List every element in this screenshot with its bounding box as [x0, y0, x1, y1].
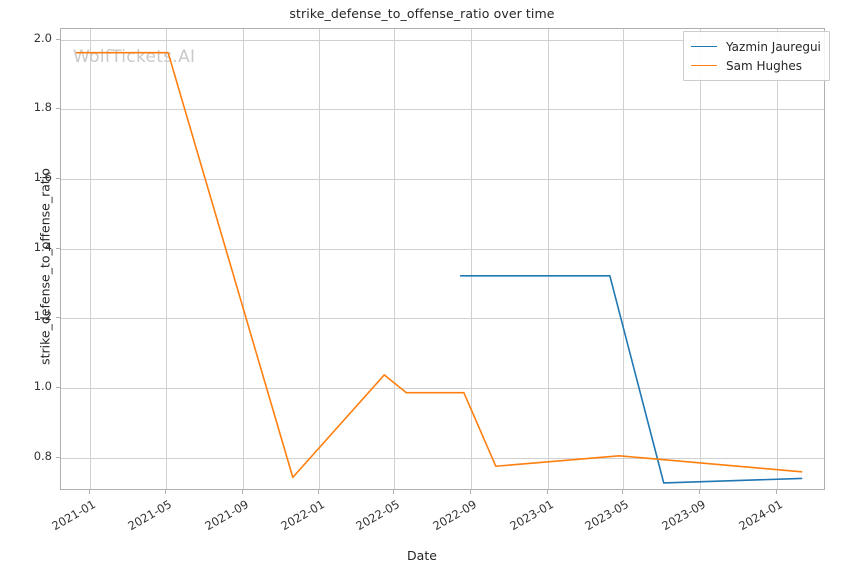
- gridline-horizontal: [61, 457, 824, 459]
- gridline-vertical: [547, 29, 549, 489]
- y-tick-mark: [56, 108, 60, 110]
- x-tick-mark: [89, 490, 91, 494]
- x-tick-mark: [699, 490, 701, 494]
- gridline-vertical: [90, 29, 92, 489]
- gridline-vertical: [623, 29, 624, 489]
- gridline-horizontal: [61, 388, 824, 390]
- x-tick-mark: [470, 490, 472, 494]
- gridline-vertical: [776, 29, 778, 489]
- x-axis-label: Date: [407, 548, 437, 563]
- series-lines: [75, 51, 803, 484]
- x-tick-label: 2022-09: [430, 497, 480, 534]
- y-tick-label: 1.4: [33, 239, 52, 254]
- plot-area: WolfTickets.AI: [60, 28, 825, 490]
- x-tick-mark: [318, 490, 320, 494]
- y-tick-mark: [56, 456, 60, 458]
- x-tick-mark: [546, 490, 548, 494]
- gridline-horizontal: [61, 39, 824, 41]
- legend-color-swatch: [691, 46, 717, 47]
- legend-label: Yazmin Jauregui: [726, 39, 821, 54]
- legend-label: Sam Hughes: [726, 58, 802, 73]
- x-tick-label: 2021-01: [49, 497, 99, 534]
- y-tick-mark: [56, 387, 60, 389]
- y-tick-label: 2.0: [33, 30, 52, 45]
- gridline-vertical: [700, 29, 702, 489]
- y-tick-label: 0.8: [33, 448, 52, 463]
- gridline-vertical: [165, 29, 167, 489]
- x-tick-mark: [622, 490, 623, 494]
- y-tick-mark: [56, 247, 60, 249]
- x-tick-mark: [393, 490, 395, 494]
- x-tick-mark: [164, 490, 166, 494]
- gridline-horizontal: [61, 109, 824, 111]
- gridline-vertical: [471, 29, 473, 489]
- y-tick-label: 1.0: [33, 379, 52, 394]
- x-tick-mark: [241, 490, 243, 494]
- y-tick-label: 1.8: [33, 100, 52, 115]
- chart-title: strike_defense_to_offense_ratio over tim…: [289, 6, 555, 21]
- gridline-horizontal: [61, 248, 824, 250]
- gridline-vertical: [242, 29, 244, 489]
- x-tick-label: 2023-09: [659, 497, 709, 534]
- y-tick-mark: [56, 38, 60, 40]
- legend-color-swatch: [691, 65, 717, 66]
- x-tick-label: 2021-09: [202, 497, 251, 534]
- x-tick-label: 2021-05: [124, 497, 174, 534]
- x-tick-label: 2022-01: [278, 497, 328, 534]
- x-tick-label: 2023-01: [507, 497, 556, 534]
- legend-item[interactable]: Sam Hughes: [691, 56, 821, 75]
- x-tick-label: 2023-05: [582, 497, 631, 534]
- y-tick-label: 1.6: [33, 169, 52, 184]
- gridline-horizontal: [61, 178, 824, 180]
- legend-item[interactable]: Yazmin Jauregui: [691, 37, 821, 56]
- y-tick-mark: [56, 177, 60, 179]
- x-tick-label: 2024-01: [735, 497, 785, 534]
- gridline-vertical: [394, 29, 396, 489]
- x-tick-mark: [775, 490, 777, 494]
- legend: Yazmin Jauregui Sam Hughes: [683, 31, 830, 81]
- series-line-2: [75, 51, 803, 479]
- gridline-horizontal: [61, 318, 824, 320]
- gridline-vertical: [319, 29, 321, 489]
- x-tick-label: 2022-05: [353, 497, 403, 534]
- y-axis-label: strike_defense_to_offense_ratio: [37, 168, 53, 365]
- y-tick-label: 1.2: [33, 309, 52, 324]
- y-tick-mark: [56, 317, 60, 319]
- series-line-1: [459, 275, 803, 484]
